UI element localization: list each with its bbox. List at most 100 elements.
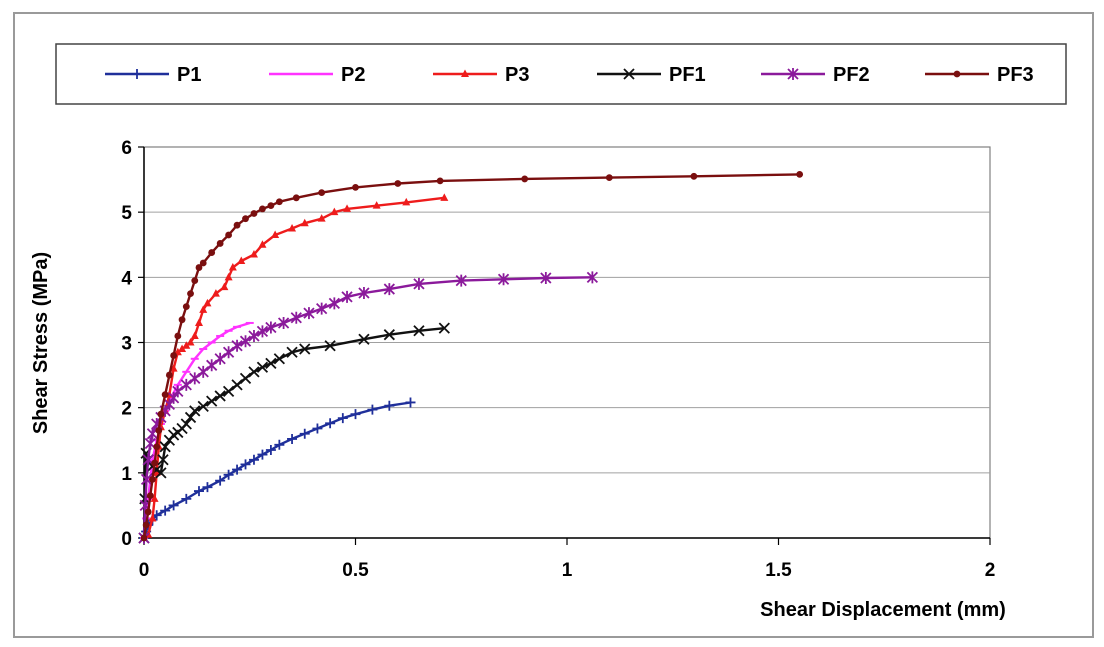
data-point <box>165 371 173 379</box>
data-point <box>256 325 269 338</box>
data-point <box>215 475 226 486</box>
data-point <box>174 332 182 340</box>
data-point <box>237 256 246 265</box>
data-point <box>265 357 277 369</box>
legend-marker <box>787 68 799 80</box>
y-tick-label: 3 <box>121 334 132 355</box>
data-point <box>206 359 218 372</box>
legend-item-pf1: PF1 <box>597 64 706 86</box>
legend: P1 P2 P3 PF1 PF2 PF3 <box>55 43 1067 105</box>
data-point <box>248 366 260 378</box>
data-point <box>144 508 152 516</box>
x-tick-label: 2 <box>985 560 996 581</box>
data-point <box>318 189 326 197</box>
data-point <box>149 475 156 483</box>
data-point <box>232 464 243 475</box>
data-point <box>224 272 233 281</box>
legend-item-p2: P2 <box>269 64 365 86</box>
data-point <box>208 249 216 256</box>
data-point <box>275 198 283 206</box>
data-point <box>273 353 285 365</box>
data-point <box>155 427 163 434</box>
data-point <box>206 395 218 407</box>
data-point <box>341 290 353 303</box>
data-point <box>300 218 309 227</box>
legend-item-pf3: PF3 <box>925 64 1034 86</box>
legend-item-pf2: PF2 <box>761 64 870 86</box>
data-point <box>228 263 237 271</box>
legend-marker <box>623 68 635 80</box>
data-point <box>343 204 352 212</box>
legend-label: P2 <box>341 64 365 86</box>
data-point <box>413 325 425 337</box>
data-point <box>189 372 201 385</box>
data-point <box>521 175 529 183</box>
data-point <box>350 409 361 420</box>
data-point <box>394 180 402 187</box>
data-point <box>222 346 235 359</box>
data-point <box>337 413 348 424</box>
data-point <box>440 193 449 201</box>
data-point <box>220 282 229 291</box>
data-point <box>358 286 370 299</box>
x-tick-label: 0.5 <box>342 560 369 581</box>
data-point <box>586 271 599 284</box>
data-point <box>258 240 267 248</box>
x-tick-label: 0 <box>139 560 150 581</box>
legend-marker <box>953 70 961 78</box>
data-point <box>214 390 226 402</box>
data-point <box>153 443 161 451</box>
data-point <box>316 302 328 315</box>
data-point <box>287 433 298 444</box>
legend-label: PF3 <box>997 64 1034 86</box>
data-point <box>140 534 148 542</box>
data-point <box>250 210 258 217</box>
data-point <box>383 283 395 296</box>
data-point <box>193 486 204 497</box>
data-point <box>242 215 249 223</box>
data-point <box>299 428 310 439</box>
data-point <box>178 316 186 324</box>
legend-label: P3 <box>505 64 529 86</box>
data-point <box>256 361 269 373</box>
data-point <box>497 273 510 286</box>
data-point <box>187 290 194 298</box>
data-point <box>383 329 395 341</box>
data-point <box>290 311 302 324</box>
data-point <box>155 467 167 479</box>
x-tick-label: 1.5 <box>765 560 792 581</box>
y-axis-title: Shear Stress (MPa) <box>30 252 52 434</box>
data-point <box>405 397 416 408</box>
data-point <box>317 214 326 222</box>
data-point <box>197 400 209 412</box>
data-point <box>267 202 275 210</box>
data-point <box>330 207 339 216</box>
data-point <box>455 274 467 287</box>
series-pf3 <box>140 170 804 542</box>
data-point <box>325 418 336 429</box>
data-point <box>199 259 207 267</box>
data-point <box>233 221 241 229</box>
legend-box <box>55 43 1067 105</box>
legend-label: P1 <box>177 64 201 86</box>
data-point <box>182 341 191 349</box>
data-point <box>271 230 280 238</box>
data-point <box>265 445 276 456</box>
legend-marker <box>132 69 142 79</box>
data-point <box>161 391 169 399</box>
data-point <box>277 316 290 329</box>
data-point <box>248 454 259 465</box>
data-point <box>438 322 450 334</box>
data-point <box>148 513 157 522</box>
data-point <box>203 298 212 307</box>
data-point <box>186 338 195 346</box>
data-point <box>182 303 190 311</box>
data-point <box>265 321 277 334</box>
data-point <box>194 318 203 326</box>
data-point <box>140 473 153 486</box>
legend-item-p1: P1 <box>105 64 201 86</box>
data-point <box>197 365 209 378</box>
legend-label: PF2 <box>833 64 870 86</box>
data-point <box>202 482 213 493</box>
